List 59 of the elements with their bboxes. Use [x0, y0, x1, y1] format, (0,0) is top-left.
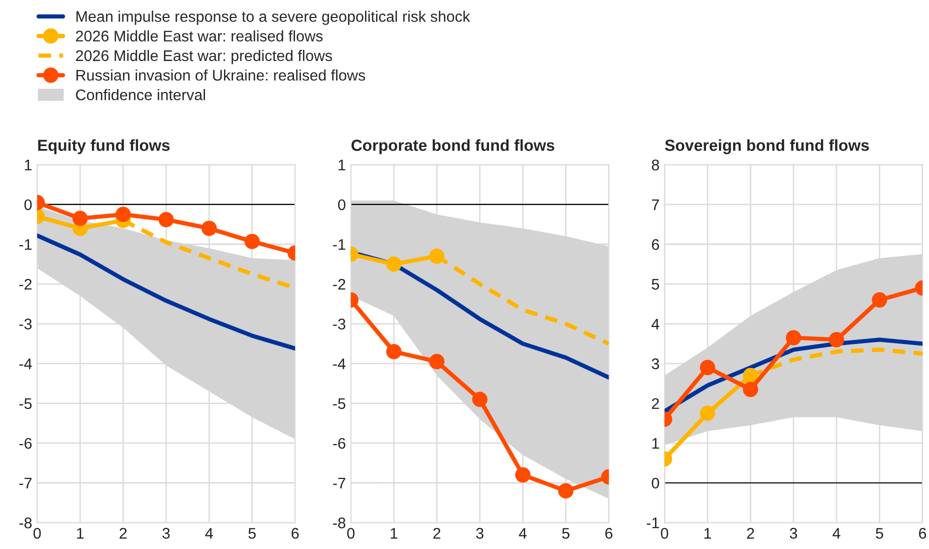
y-tick-label: 1: [338, 160, 346, 170]
y-tick-label: -7: [333, 478, 346, 488]
chart-title: Corporate bond fund flows: [352, 139, 554, 154]
y-tick-label: 7: [652, 199, 659, 210]
x-tick-label: 3: [162, 528, 170, 539]
text: Confidence interval: [76, 89, 205, 100]
y-tick-label: -5: [333, 398, 346, 410]
x-tick-label: 4: [205, 528, 213, 539]
x-tick-label: 3: [790, 528, 798, 539]
y-tick-label: 4: [652, 318, 660, 330]
y-tick-label: 6: [652, 239, 660, 250]
y-tick-label: 0: [338, 199, 346, 210]
x-tick-label: 0: [660, 528, 668, 539]
y-tick-label: -5: [19, 398, 32, 410]
x-tick-label: 3: [476, 528, 484, 539]
y-tick-label: 1: [24, 160, 32, 170]
x-tick-label: 4: [518, 528, 527, 539]
x-tick-label: 2: [433, 528, 440, 539]
x-tick-label: 1: [704, 528, 712, 539]
x-tick-label: 6: [292, 528, 299, 539]
y-tick-label: -7: [19, 478, 32, 488]
y-tick-label: -4: [19, 358, 32, 370]
x-tick-label: 5: [562, 528, 570, 539]
y-tick-label: -6: [19, 438, 32, 449]
legend-label: Russian invasion of Ukraine: realised flows: [76, 69, 366, 81]
y-tick-label: -1: [646, 518, 659, 528]
y-tick-label: -6: [333, 438, 346, 449]
y-tick-label: -8: [333, 518, 346, 528]
y-tick-label: 5: [652, 279, 660, 290]
y-tick-label: -3: [333, 318, 346, 330]
legend-label: Mean impulse response to a severe geopolitical risk shock: [76, 10, 470, 25]
y-tick-label: 0: [24, 199, 32, 210]
chart-title: Sovereign bond fund flows: [665, 139, 869, 154]
chart-title: Equity fund flows: [38, 139, 170, 154]
y-tick-label: -4: [333, 358, 346, 370]
x-tick-label: 1: [77, 528, 84, 539]
x-tick-label: 6: [919, 528, 926, 539]
x-tick-label: 4: [832, 528, 840, 539]
y-tick-label: 2: [652, 398, 659, 409]
x-tick-label: 5: [248, 528, 256, 539]
legend-label: 2026 Middle East war: realised flows: [76, 30, 323, 42]
y-tick-label: -1: [333, 239, 346, 250]
x-tick-label: 5: [876, 528, 884, 539]
y-tick-label: 0: [652, 478, 660, 489]
y-tick-label: -1: [19, 239, 32, 250]
y-tick-label: 8: [652, 160, 660, 170]
y-tick-label: -8: [19, 518, 32, 528]
x-tick-label: 0: [34, 528, 41, 539]
y-tick-label: 3: [652, 358, 660, 370]
y-tick-label: 1: [652, 438, 659, 449]
y-tick-label: -3: [19, 318, 32, 330]
x-tick-label: 6: [605, 528, 612, 539]
y-tick-label: -2: [19, 278, 32, 290]
legend-label: 2026 Middle East war: predicted flows: [76, 50, 332, 64]
x-tick-label: 0: [347, 528, 355, 539]
x-tick-label: 2: [120, 528, 127, 539]
x-tick-label: 1: [390, 528, 398, 539]
y-tick-label: -2: [333, 278, 346, 290]
x-tick-label: 2: [747, 528, 754, 539]
